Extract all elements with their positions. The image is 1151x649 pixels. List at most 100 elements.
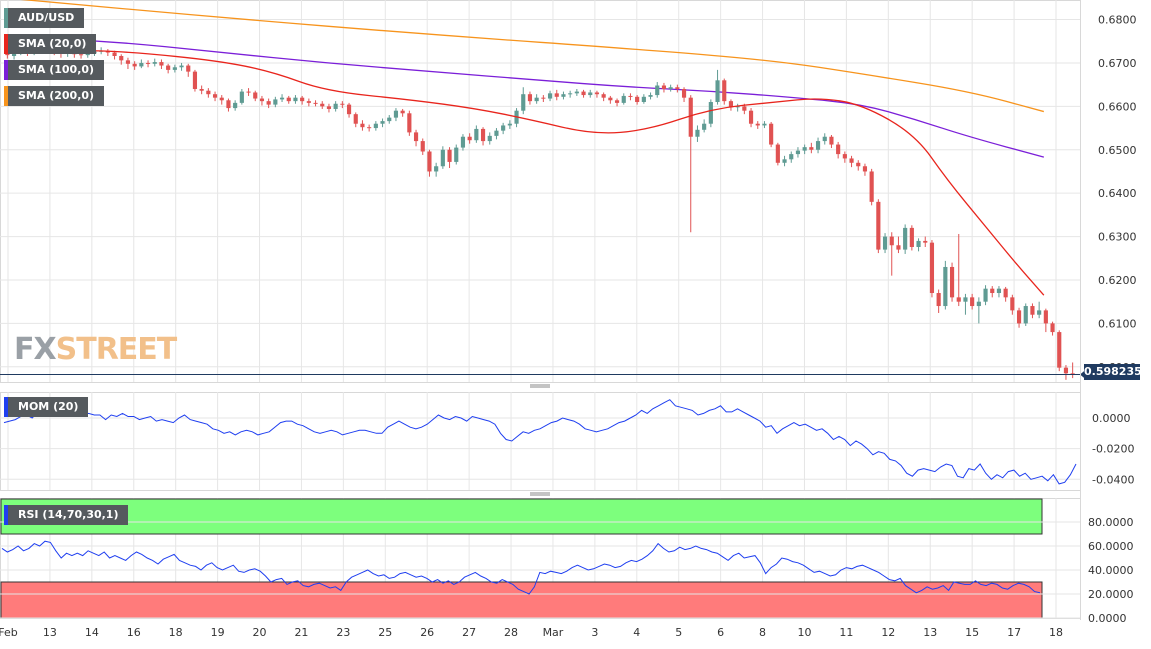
x-tick-label: 6 — [717, 626, 724, 639]
candle-body — [862, 166, 868, 172]
candle-body — [722, 80, 727, 102]
candle-body — [661, 85, 667, 89]
candle-body — [206, 90, 211, 95]
candle-body — [166, 65, 171, 70]
momentum-panel-frame — [0, 392, 1081, 491]
legend-sma100-swatch — [4, 60, 8, 80]
candle-body — [152, 62, 157, 64]
x-tick-label: 3 — [591, 626, 598, 639]
candle-body — [112, 52, 117, 56]
candle-body — [815, 141, 821, 150]
x-tick-label: 26 — [420, 626, 434, 639]
candle-body — [286, 97, 291, 102]
candle-body — [963, 297, 968, 302]
candle-body — [353, 114, 358, 124]
fxstreet-logo: FXSTREET — [14, 332, 178, 367]
price-panel-frame — [0, 0, 1081, 383]
candle-body — [460, 136, 466, 148]
candle-body — [869, 171, 874, 202]
candle-body — [936, 293, 941, 307]
logo-part2: STREET — [55, 332, 178, 367]
x-tick-label: 23 — [336, 626, 350, 639]
x-tick-label: 5 — [675, 626, 682, 639]
candle-body — [373, 123, 378, 129]
legend-symbol[interactable]: AUD/USD — [4, 8, 85, 28]
candle-body — [447, 149, 452, 162]
x-tick-label: Mar — [543, 626, 564, 639]
candle-body — [876, 201, 881, 250]
rsi-y-tick-label: 40.0000 — [1088, 564, 1134, 577]
candle-body — [132, 63, 137, 67]
candle-body — [594, 92, 600, 95]
candle-body — [219, 97, 224, 101]
candle-body — [320, 103, 325, 107]
candle-body — [487, 135, 492, 142]
candle-body — [480, 128, 486, 142]
candle-body — [1057, 332, 1062, 368]
candle-body — [139, 62, 144, 67]
sma20-line — [3, 49, 1045, 296]
candle-body — [554, 93, 559, 97]
candle-body — [11, 53, 17, 56]
candle-body — [534, 97, 539, 102]
candle-body — [454, 147, 459, 162]
candle-body — [233, 102, 238, 109]
candle-body — [681, 88, 687, 98]
x-tick-label: 21 — [294, 626, 308, 639]
candle-body — [621, 95, 626, 103]
legend-mom[interactable]: MOM (20) — [4, 397, 89, 417]
candle-body — [521, 94, 526, 111]
mom-y-tick-label: -0.0400 — [1092, 473, 1134, 486]
candle-body — [688, 97, 693, 137]
candle-body — [293, 97, 298, 102]
candle-body — [434, 166, 439, 172]
x-tick-label: 16 — [127, 626, 141, 639]
candle-body — [367, 127, 372, 129]
legend-sma200[interactable]: SMA (200,0) — [4, 86, 105, 106]
x-tick-label: 15 — [965, 626, 979, 639]
legend-sma20[interactable]: SMA (20,0) — [4, 34, 97, 54]
candle-body — [769, 123, 774, 145]
candle-body — [675, 87, 680, 89]
legend-symbol-swatch — [4, 8, 8, 28]
candle-body — [387, 117, 392, 122]
candle-body — [326, 106, 332, 109]
legend-sma200-swatch — [4, 86, 8, 106]
candle-body — [333, 103, 338, 109]
x-tick-label: 28 — [504, 626, 518, 639]
x-tick-label: 14 — [85, 626, 99, 639]
candle-body — [340, 103, 345, 105]
candle-body — [119, 55, 124, 61]
legend-mom-label: MOM (20) — [18, 400, 79, 413]
candle-body — [588, 92, 593, 96]
mom-y-tick-label: -0.0200 — [1092, 443, 1134, 456]
legend-rsi[interactable]: RSI (14,70,30,1) — [4, 505, 129, 525]
candle-body — [836, 144, 841, 155]
candle-body — [882, 236, 888, 250]
candle-body — [313, 102, 318, 104]
legend-rsi-swatch — [4, 505, 8, 525]
candle-body — [802, 147, 807, 151]
candle-body — [789, 154, 794, 160]
legend-sma100[interactable]: SMA (100,0) — [4, 60, 105, 80]
candle-body — [199, 88, 204, 91]
candle-body — [1037, 310, 1042, 315]
candle-body — [380, 121, 385, 124]
candle-body — [85, 53, 90, 56]
candle-body — [192, 71, 198, 89]
candle-body — [1030, 306, 1035, 315]
legend-sma20-label: SMA (20,0) — [18, 37, 87, 50]
candle-body — [943, 266, 948, 307]
candle-body — [1003, 288, 1008, 298]
candle-body — [715, 80, 720, 103]
candle-body — [1043, 310, 1048, 324]
candle-body — [420, 141, 425, 152]
candle-body — [541, 97, 546, 99]
x-tick-label: 12 — [881, 626, 895, 639]
rsi-line — [1, 540, 1041, 595]
candle-body — [909, 227, 914, 247]
candle-body — [346, 104, 352, 115]
x-tick-label: 10 — [797, 626, 811, 639]
candle-body — [300, 97, 305, 102]
candle-body — [474, 128, 479, 141]
